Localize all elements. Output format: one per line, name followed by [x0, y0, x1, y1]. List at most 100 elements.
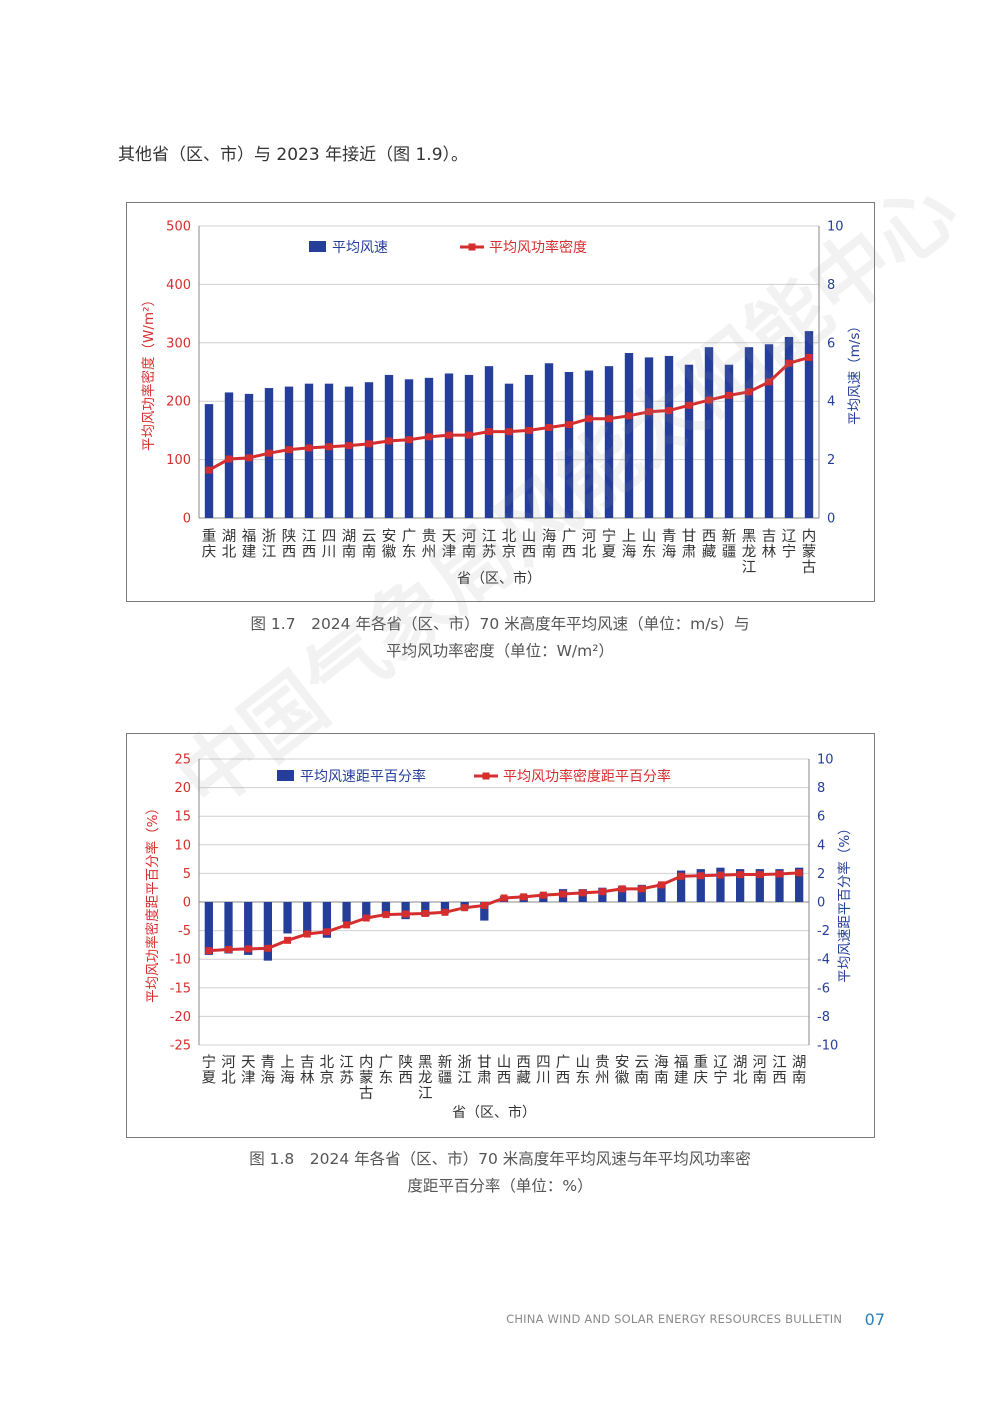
x-tick-label: 湖北: [222, 528, 237, 561]
line-point: [736, 871, 744, 879]
x-tick-label: 上海: [280, 1054, 295, 1087]
y-right-tick-label: 4: [827, 395, 835, 410]
bar: [224, 392, 234, 518]
x-tick-label: 青海: [662, 528, 677, 561]
bar: [204, 902, 213, 955]
x-tick-label: 安徽: [615, 1054, 630, 1087]
line-point: [345, 442, 353, 450]
bar: [744, 347, 754, 518]
x-tick-label: 内蒙古: [359, 1054, 374, 1102]
line-point: [362, 914, 370, 922]
x-tick-label: 贵州: [422, 528, 437, 561]
y-right-tick-label: 2: [827, 453, 835, 468]
y-left-tick-label: 0: [183, 896, 191, 911]
bar: [480, 902, 489, 921]
x-tick-label: 福建: [674, 1054, 689, 1087]
line-point: [425, 433, 433, 441]
x-tick-label: 山西: [522, 528, 537, 561]
x-tick-label: 天津: [442, 529, 457, 561]
bar: [604, 366, 614, 518]
x-tick-label: 天津: [241, 1055, 256, 1087]
y-left-tick-label: 400: [166, 278, 191, 293]
line-point: [445, 431, 453, 439]
line-point: [545, 423, 553, 431]
y-right-tick-label: 0: [817, 896, 825, 911]
y-left-axis-label: 平均风功率密度距平百分率（%）: [144, 801, 161, 1003]
bar: [584, 370, 594, 518]
legend-bar-swatch: [309, 241, 326, 252]
line-point: [775, 870, 783, 878]
bar: [716, 867, 725, 902]
line-point: [465, 431, 473, 439]
y-right-tick-label: 8: [817, 781, 825, 796]
y-left-tick-label: 10: [174, 838, 191, 853]
bar: [324, 383, 334, 518]
bar: [504, 383, 514, 518]
line-point: [665, 407, 673, 415]
x-tick-label: 福建: [242, 528, 257, 561]
bar: [303, 902, 312, 935]
y-left-tick-label: 5: [183, 867, 191, 882]
bar: [775, 869, 784, 902]
chart-wind-speed-power-density: 0 100 200 300 400 500 0 2 4 6 8 10 重庆 湖北 福建 浙江 陕西 江西 四川 湖南云…: [126, 202, 875, 602]
x-tick-label: 新疆: [438, 1054, 453, 1087]
line-point: [539, 891, 547, 899]
bar: [544, 363, 554, 518]
line-point: [303, 930, 311, 938]
line-point: [480, 901, 488, 909]
x-tick-label: 重庆: [202, 528, 217, 561]
line-point: [325, 443, 333, 451]
x-tick-label: 山东: [575, 1054, 590, 1087]
legend-line-marker: [468, 243, 476, 251]
line-point: [685, 401, 693, 409]
x-tick-label: 宁夏: [202, 1054, 217, 1087]
y-left-axis-label: 平均风功率密度（W/m²）: [140, 293, 157, 451]
x-tick-label: 浙江: [262, 528, 277, 561]
line-point: [598, 888, 606, 896]
legend-line-marker: [482, 772, 490, 780]
x-tick-label: 湖北: [733, 1054, 748, 1087]
bar: [644, 357, 654, 518]
line-point: [382, 911, 390, 919]
line-point: [677, 872, 685, 880]
footer-title: CHINA WIND AND SOLAR ENERGY RESOURCES BU…: [506, 1312, 884, 1326]
x-tick-label: 河北: [582, 528, 597, 561]
bar: [624, 353, 634, 518]
chart1-svg: 0 100 200 300 400 500 0 2 4 6 8 10 重庆湖北福建浙江陕西江西四川湖南云…: [140, 220, 863, 588]
line-point: [225, 945, 233, 953]
line-point: [697, 872, 705, 880]
legend-line-label: 平均风功率密度: [489, 239, 587, 256]
line-point: [305, 444, 313, 452]
line-point: [645, 408, 653, 416]
bar: [735, 869, 745, 902]
line-point: [716, 871, 724, 879]
y-left-tick-label: -20: [170, 1010, 191, 1025]
y-right-tick-label: -4: [817, 953, 830, 968]
x-tick-label: 广东: [402, 528, 417, 561]
x-tick-label: 河北: [221, 1054, 236, 1087]
x-tick-label: 西藏: [702, 529, 717, 561]
bar: [664, 355, 674, 518]
bar: [344, 386, 354, 518]
line-point: [461, 904, 469, 912]
x-tick-label: 湖南: [342, 528, 357, 561]
line-point: [638, 885, 646, 893]
y-left-tick-label: -15: [170, 981, 191, 996]
line-point: [225, 455, 233, 463]
line-point: [505, 428, 513, 436]
line-point: [205, 466, 213, 474]
legend-bar-label: 平均风速距平百分率: [300, 768, 426, 785]
line-point: [264, 944, 272, 952]
x-tick-label: 四川: [322, 529, 337, 561]
x-axis-label: 省（区、市）: [457, 570, 541, 587]
chart-anomaly-percent: -25 -20 -15 -10 -5 0 5 10 15 20 25 -10 -8 -6 -4 -2 0 2 4 6 8…: [126, 733, 875, 1138]
x-tick-label: 四川: [536, 1055, 551, 1087]
y-left-tick-label: 200: [166, 395, 191, 410]
bar: [244, 902, 253, 955]
x-tick-label: 河南: [753, 1054, 768, 1087]
y-left-tick-label: -10: [170, 953, 191, 968]
x-tick-label: 浙江: [457, 1054, 472, 1087]
x-tick-label: 广西: [556, 1054, 571, 1087]
bar: [784, 336, 794, 518]
bar: [804, 331, 814, 518]
